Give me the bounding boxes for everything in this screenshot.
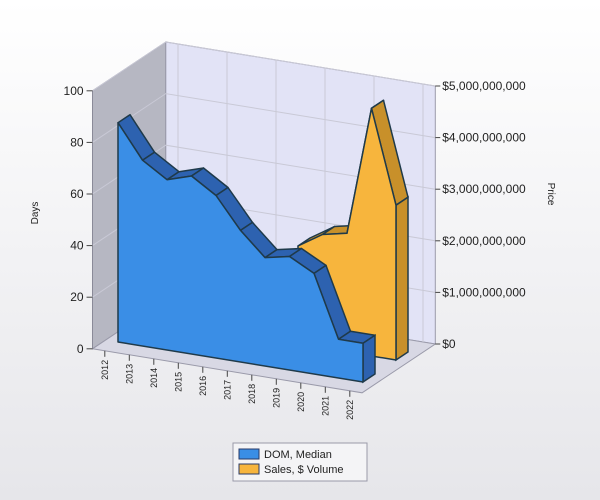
right-axis-tick-label: $3,000,000,000 <box>442 182 526 196</box>
dom-median-area-side-face <box>362 333 376 384</box>
gridline-horizontal <box>92 144 436 195</box>
right-axis-tick-label: $5,000,000,000 <box>442 79 526 93</box>
x-axis-tick-label: 2022 <box>345 400 355 420</box>
dom-median-area <box>117 113 376 384</box>
x-axis-tick-label: 2019 <box>271 388 281 408</box>
x-axis-tick-label: 2018 <box>247 384 257 404</box>
x-axis-tick-label: 2016 <box>198 376 208 396</box>
x-axis-tick-label: 2020 <box>296 392 306 412</box>
left-axis-title: Days <box>30 202 41 225</box>
dom-median-area-front-face <box>117 121 364 383</box>
x-axis-tick-label: 2014 <box>149 368 159 388</box>
legend-swatch-sales <box>238 463 260 475</box>
left-axis-tick-label: 0 <box>77 342 84 356</box>
x-axis-tick-label: 2021 <box>320 396 330 416</box>
x-axis-tick-label: 2017 <box>222 380 232 400</box>
right-axis-tick-label: $2,000,000,000 <box>442 234 526 248</box>
gridline-horizontal <box>92 41 436 92</box>
gridline-horizontal <box>92 93 436 143</box>
right-axis-tick-label: $4,000,000,000 <box>442 131 526 145</box>
legend: DOM, Median Sales, $ Volume <box>232 442 368 482</box>
legend-label-sales: Sales, $ Volume <box>264 464 344 476</box>
sales-volume-area-side-face <box>395 195 409 362</box>
left-axis-tick-label: 100 <box>64 84 84 98</box>
legend-swatch-dom <box>238 448 260 460</box>
right-axis-title: Price <box>545 183 556 206</box>
legend-label-dom: DOM, Median <box>264 449 332 461</box>
x-axis-tick-label: 2012 <box>100 360 110 380</box>
left-axis-tick-label: 20 <box>70 290 84 304</box>
left-axis-tick-label: 80 <box>70 135 84 149</box>
right-axis-tick-label: $1,000,000,000 <box>442 285 526 299</box>
left-axis-tick-label: 60 <box>70 187 84 201</box>
x-axis-tick-label: 2015 <box>173 372 183 392</box>
right-axis-tick-label: $0 <box>442 337 456 351</box>
x-axis-tick-label: 2013 <box>124 364 134 384</box>
left-axis-tick-label: 40 <box>70 239 84 253</box>
